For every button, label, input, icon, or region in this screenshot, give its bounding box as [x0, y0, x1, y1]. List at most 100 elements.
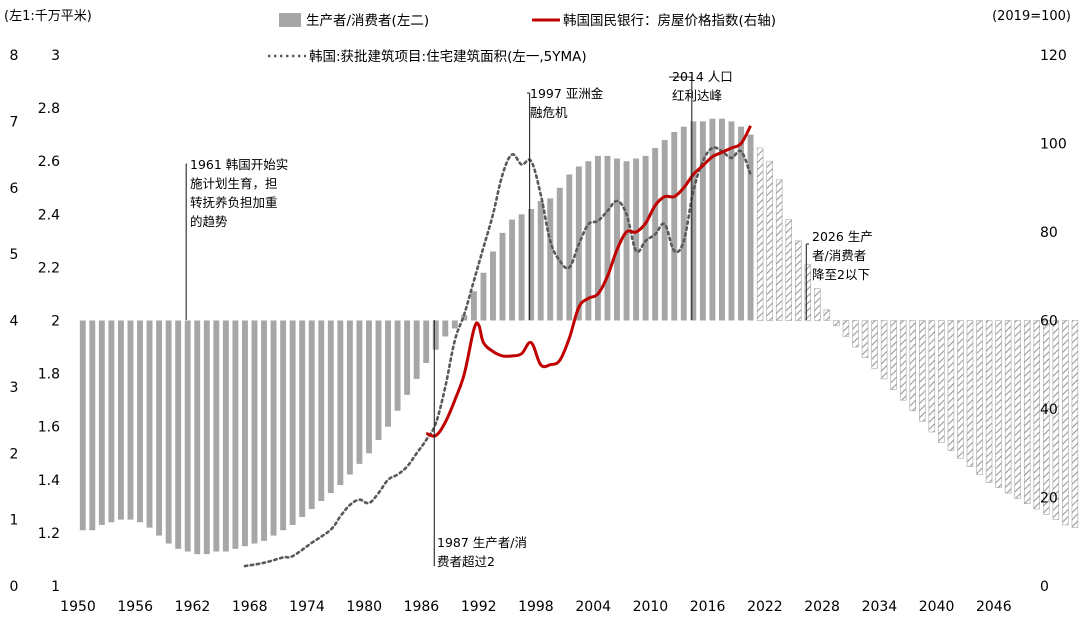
left1-tick-label: 6 — [10, 181, 19, 197]
bar-projected — [919, 320, 926, 422]
bar-projected — [957, 320, 964, 459]
bar — [375, 320, 382, 440]
bar-projected — [899, 320, 907, 401]
bar — [213, 320, 220, 552]
annotation-text: 1987 生产者/消 — [437, 535, 527, 550]
bar — [423, 320, 430, 363]
bar — [680, 126, 687, 321]
bar — [432, 320, 439, 350]
bar — [528, 208, 535, 321]
left1-tick-label: 4 — [10, 314, 19, 330]
bar — [127, 320, 134, 520]
legend-dotted-label: 韩国:获批建筑项目:住宅建筑面积(左一,5YMA) — [309, 49, 587, 65]
bar-projected — [1033, 320, 1041, 510]
bar-projected — [985, 320, 993, 483]
bar — [261, 320, 267, 541]
bar — [203, 320, 210, 555]
bar — [566, 174, 573, 321]
bar-projected — [1062, 320, 1069, 526]
bar — [709, 118, 716, 321]
bar — [337, 320, 344, 486]
x-tick-label: 2046 — [976, 599, 1012, 615]
bar — [241, 320, 248, 547]
bar-projected — [1071, 320, 1079, 528]
x-tick-label: 2016 — [690, 599, 726, 615]
bar-projected — [1052, 320, 1060, 520]
bar — [699, 121, 706, 321]
left2-tick-label: 1.4 — [38, 473, 60, 489]
bar-projected — [795, 240, 802, 321]
legend: 生产者/消费者(左二) 韩国国民银行：房屋价格指数(右轴) 韩国:获批建筑项目:… — [268, 13, 776, 65]
x-tick-label: 1980 — [346, 599, 382, 615]
bar-projected — [928, 320, 936, 433]
bar — [614, 158, 620, 321]
left2-tick-label: 2.4 — [38, 207, 60, 223]
bar-projected — [966, 320, 974, 467]
bar — [537, 201, 544, 321]
bar — [556, 187, 563, 321]
left2-tick-label: 2.6 — [38, 154, 60, 170]
axes-layer: 01234567811.21.41.61.822.22.42.62.830204… — [10, 48, 1067, 615]
bar — [117, 320, 124, 520]
left2-tick-label: 1 — [51, 579, 60, 595]
bar — [623, 161, 630, 321]
annotation-text: 2014 人口 — [672, 69, 733, 84]
bar — [470, 291, 477, 321]
bar — [451, 320, 458, 329]
annotation-text: 施计划生育，担 — [190, 176, 278, 191]
bar — [251, 320, 258, 544]
bar — [318, 320, 325, 502]
annotation-text: 费者超过2 — [437, 554, 495, 569]
left2-tick-label: 2 — [51, 314, 60, 330]
bar-projected — [756, 147, 764, 321]
legend-bar-label: 生产者/消费者(左二) — [306, 13, 429, 29]
bar — [165, 320, 172, 544]
bar-projected — [1014, 320, 1021, 499]
bar-projected — [852, 320, 859, 348]
x-tick-label: 1950 — [60, 599, 96, 615]
bar — [366, 320, 372, 454]
bar-projected — [775, 179, 783, 321]
annotation-text: 融危机 — [530, 105, 568, 120]
bar — [594, 155, 601, 321]
legend-red-label: 韩国国民银行：房屋价格指数(右轴) — [563, 13, 776, 29]
bar — [518, 214, 525, 321]
bar — [327, 320, 334, 494]
bar — [175, 320, 182, 549]
bar — [194, 320, 201, 555]
bar — [289, 320, 296, 525]
bar-projected — [861, 320, 869, 358]
left1-tick-label: 7 — [10, 114, 19, 130]
right-tick-label: 0 — [1040, 579, 1049, 595]
x-tick-label: 2028 — [804, 599, 840, 615]
bar — [661, 139, 668, 321]
left1-tick-label: 1 — [10, 513, 19, 529]
bar — [356, 320, 363, 464]
right-tick-label: 100 — [1040, 137, 1067, 153]
bar — [146, 320, 153, 528]
bar-projected — [785, 219, 792, 321]
bar — [98, 320, 105, 525]
x-tick-label: 2040 — [919, 599, 955, 615]
bar — [690, 121, 697, 321]
bar — [280, 320, 287, 531]
bar — [184, 320, 191, 552]
bar-projected — [833, 320, 840, 327]
bar — [308, 320, 315, 509]
bar — [79, 320, 86, 531]
bar — [89, 320, 96, 531]
x-tick-label: 1974 — [289, 599, 325, 615]
bar — [747, 134, 754, 321]
bar-projected — [804, 264, 812, 321]
bar-projected — [871, 320, 878, 369]
bar — [346, 320, 353, 475]
bar — [642, 155, 649, 321]
bar — [270, 320, 277, 536]
bar — [738, 126, 744, 321]
bar — [490, 251, 496, 321]
bar — [671, 132, 678, 321]
bar — [718, 118, 725, 321]
bar — [232, 320, 239, 549]
